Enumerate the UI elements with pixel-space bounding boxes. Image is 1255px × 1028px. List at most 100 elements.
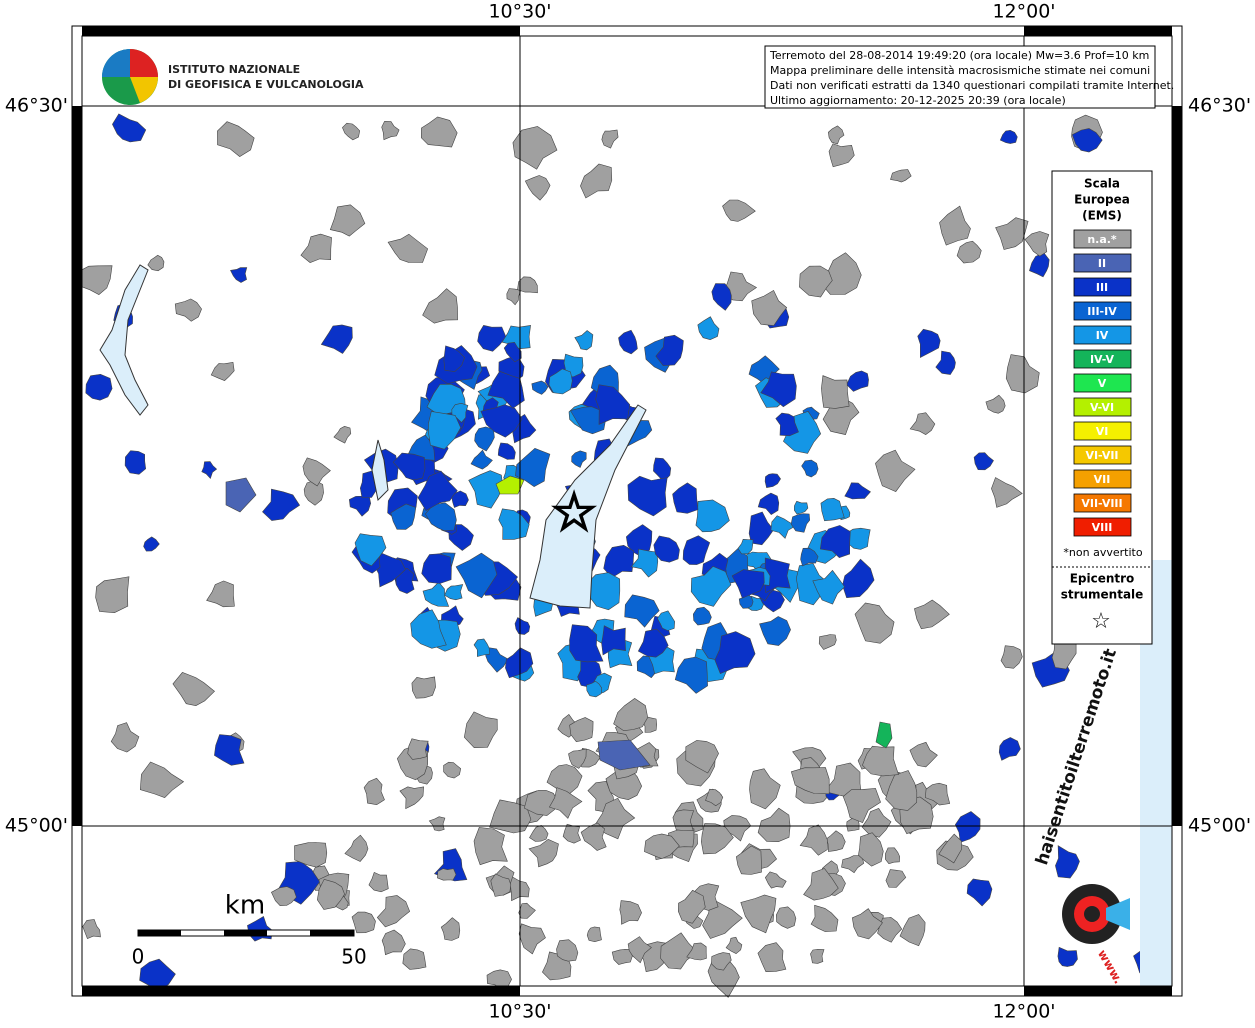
- municipality: [770, 515, 797, 539]
- municipality: [569, 406, 607, 435]
- municipality: [775, 412, 799, 437]
- legend-label: n.a.*: [1087, 233, 1117, 246]
- legend: ScalaEuropea(EMS)n.a.*IIIIIIII-IVIVIV-VV…: [1073, 177, 1132, 537]
- municipality: [523, 790, 559, 816]
- municipality: [697, 316, 720, 341]
- municipality: [939, 205, 971, 246]
- legend-swatch: [1073, 373, 1132, 393]
- legend-title: (EMS): [1082, 209, 1122, 223]
- municipality: [655, 334, 684, 366]
- municipality: [395, 568, 415, 594]
- border-bar: [82, 26, 520, 36]
- lon-label: 12°00': [992, 1001, 1055, 1023]
- municipality: [421, 553, 452, 584]
- municipality: [271, 886, 297, 907]
- municipality: [714, 631, 756, 674]
- municipality: [764, 871, 787, 889]
- municipality: [757, 942, 787, 973]
- municipality: [846, 370, 869, 392]
- legend-epicenter: Epicentro: [1070, 572, 1135, 586]
- lat-label: 46°30': [1188, 95, 1251, 117]
- municipality: [966, 878, 993, 907]
- legend-swatch: [1073, 253, 1132, 273]
- municipality: [548, 368, 573, 395]
- municipality: [474, 426, 495, 452]
- legend-swatch: [1073, 301, 1132, 321]
- legend-swatch: [1073, 493, 1132, 513]
- municipality: [381, 929, 406, 956]
- municipality: [760, 371, 797, 408]
- municipality: [686, 942, 707, 961]
- legend-swatch: [1073, 277, 1132, 297]
- municipality: [505, 647, 534, 679]
- municipality: [529, 824, 549, 842]
- info-line: Terremoto del 28-08-2014 19:49:20 (ora l…: [769, 49, 1149, 62]
- municipality: [653, 535, 680, 563]
- municipality: [672, 809, 695, 831]
- municipality: [924, 782, 951, 806]
- municipality: [775, 906, 797, 929]
- border-bar: [1024, 986, 1172, 996]
- municipality: [333, 425, 352, 444]
- municipality: [827, 125, 845, 145]
- municipalities: [77, 113, 1161, 998]
- legend-label: IV-V: [1090, 353, 1115, 366]
- municipality: [995, 217, 1029, 250]
- municipality: [351, 911, 376, 934]
- municipality: [344, 834, 369, 862]
- municipality: [751, 289, 788, 326]
- municipality: [821, 375, 850, 409]
- municipality: [354, 533, 387, 567]
- legend-swatch: [1073, 445, 1132, 465]
- municipality: [1024, 231, 1050, 257]
- municipality: [503, 341, 522, 363]
- municipality: [858, 832, 884, 867]
- municipality: [618, 329, 638, 355]
- municipality: [890, 169, 912, 183]
- legend-label: VI-VII: [1085, 449, 1118, 462]
- municipality: [512, 126, 558, 170]
- municipality: [973, 452, 994, 471]
- municipality: [737, 538, 754, 555]
- legend-swatch: [1073, 229, 1132, 249]
- municipality: [790, 767, 830, 795]
- municipality: [677, 889, 706, 924]
- municipality: [885, 869, 907, 888]
- logo-horn: [1106, 898, 1130, 930]
- lat-label: 46°30': [5, 95, 68, 117]
- municipality: [402, 948, 427, 970]
- legend-title: Europea: [1074, 193, 1130, 207]
- municipality: [368, 871, 389, 893]
- municipality: [497, 442, 516, 460]
- municipality: [230, 267, 248, 283]
- municipality: [627, 936, 652, 964]
- logo-sector: [130, 77, 158, 103]
- municipality: [722, 199, 756, 222]
- legend-label: II: [1098, 257, 1106, 270]
- municipality: [711, 283, 732, 311]
- municipality: [725, 936, 743, 955]
- municipality: [528, 838, 559, 868]
- municipality: [428, 816, 446, 832]
- municipality: [425, 502, 457, 532]
- municipality: [437, 868, 457, 881]
- municipality: [420, 116, 458, 148]
- municipality: [812, 569, 846, 605]
- municipality: [143, 536, 160, 552]
- legend-label: VII: [1094, 473, 1111, 486]
- municipality: [580, 163, 613, 199]
- municipality: [793, 500, 809, 515]
- scale-label: 0: [132, 945, 145, 969]
- municipality: [674, 656, 708, 694]
- municipality: [735, 845, 762, 875]
- municipality: [731, 569, 765, 599]
- municipality: [759, 616, 791, 646]
- logo-text: ISTITUTO NAZIONALE: [168, 63, 300, 76]
- municipality: [1029, 252, 1050, 278]
- lat-label: 45°00': [1188, 815, 1251, 837]
- municipality: [124, 450, 147, 475]
- municipality: [630, 548, 659, 578]
- municipality: [329, 204, 366, 237]
